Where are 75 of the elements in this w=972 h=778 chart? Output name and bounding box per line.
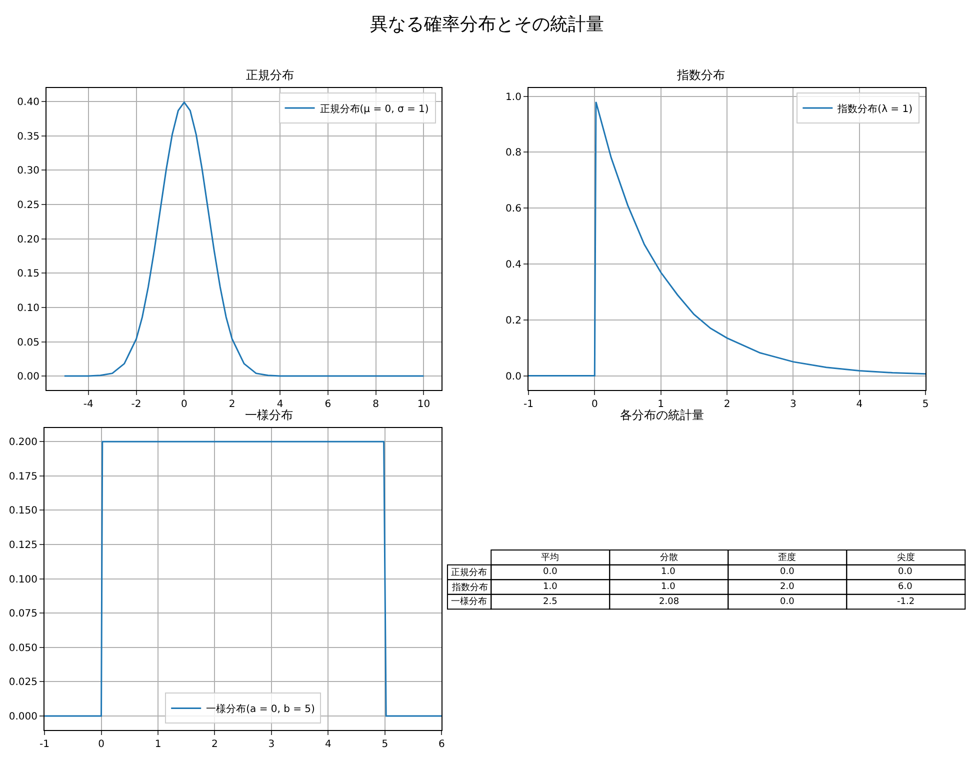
x-tick-label: 1: [154, 738, 162, 750]
x-tick-label: -1: [40, 738, 50, 750]
y-tick-label: 正規分布: [451, 567, 487, 578]
x-tick-label: 6: [438, 738, 445, 750]
x-tick-label: 平均: [541, 552, 559, 563]
y-tick-label: 0.6: [506, 204, 522, 215]
y-tick-label: 0.35: [17, 131, 40, 142]
x-tick-label: 5: [382, 738, 388, 750]
y-tick-label: 0.200: [8, 437, 38, 448]
chart-title: 指数分布: [676, 68, 725, 82]
data-label: -1.2: [897, 597, 915, 607]
y-tick-label: 0.100: [8, 574, 38, 586]
chart-title: 一様分布: [245, 408, 293, 422]
data-label: 2.0: [780, 582, 795, 592]
data-label: 0.0: [780, 567, 795, 577]
data-label: 0.0: [780, 597, 795, 607]
data-label: 0.0: [898, 567, 913, 577]
text: 異なる確率分布とその統計量: [370, 14, 604, 35]
y-tick-label: 0.125: [8, 540, 38, 552]
x-tick-label: 3: [790, 398, 796, 410]
x-tick-label: 4: [276, 398, 284, 410]
x-tick-label: 0: [591, 398, 598, 410]
data-label: 6.0: [898, 582, 913, 592]
x-tick-label: 4: [856, 398, 863, 410]
y-tick-label: 指数分布: [451, 582, 488, 593]
x-tick-label: 10: [417, 398, 430, 410]
data-label: 1.0: [661, 582, 676, 592]
y-tick-label: 0.20: [17, 234, 40, 246]
data-label: 2.5: [543, 597, 558, 607]
x-tick-label: -2: [131, 398, 142, 410]
legend-label: 正規分布(μ = 0, σ = 1): [320, 102, 429, 115]
data-label: 1.0: [661, 567, 676, 577]
legend-label: 指数分布(λ = 1): [836, 102, 913, 115]
y-tick-label: 0.0: [506, 371, 522, 382]
x-tick-label: 0: [181, 398, 188, 410]
x-tick-label: 2: [228, 398, 236, 410]
x-tick-label: 3: [268, 738, 275, 750]
y-tick-label: 一様分布: [451, 596, 487, 607]
x-tick-label: 2: [212, 738, 218, 750]
y-tick-label: 0.25: [17, 200, 40, 212]
y-tick-label: 0.025: [8, 677, 38, 688]
y-tick-label: 0.00: [17, 372, 40, 383]
y-tick-label: 0.2: [506, 315, 522, 326]
x-tick-label: 4: [325, 738, 332, 750]
x-tick-label: 歪度: [778, 552, 796, 563]
data-label: 2.08: [659, 597, 680, 607]
x-tick-label: -4: [83, 398, 94, 410]
x-tick-label: 6: [324, 398, 332, 410]
y-tick-label: 0.30: [17, 166, 40, 177]
y-tick-label: 0.150: [8, 506, 38, 517]
x-tick-label: 分散: [660, 552, 678, 563]
x-tick-label: 5: [922, 398, 929, 410]
y-tick-label: 0.10: [17, 302, 40, 314]
line-series: [528, 101, 926, 377]
y-tick-label: 0.175: [8, 471, 38, 482]
chart-title: 各分布の統計量: [620, 408, 704, 422]
x-tick-label: 8: [372, 398, 380, 410]
data-label: 0.0: [543, 567, 558, 577]
y-tick-label: 0.8: [506, 148, 522, 159]
y-tick-label: 0.050: [8, 642, 38, 654]
y-tick-label: 0.000: [8, 712, 38, 723]
y-tick-label: 0.05: [17, 337, 40, 348]
data-label: 1.0: [543, 582, 558, 592]
y-tick-label: 1.0: [506, 92, 522, 103]
x-tick-label: -1: [523, 398, 534, 410]
x-tick-label: 2: [724, 398, 730, 410]
y-tick-label: 0.4: [506, 260, 522, 271]
chart-title: 正規分布: [246, 68, 294, 82]
y-tick-label: 0.075: [8, 608, 38, 620]
y-tick-label: 0.15: [17, 268, 40, 280]
x-tick-label: 1: [658, 398, 664, 410]
x-tick-label: 0: [98, 738, 104, 750]
y-tick-label: 0.40: [17, 97, 40, 108]
x-tick-label: 尖度: [897, 552, 915, 563]
legend-label: 一様分布(a = 0, b = 5): [206, 703, 316, 716]
